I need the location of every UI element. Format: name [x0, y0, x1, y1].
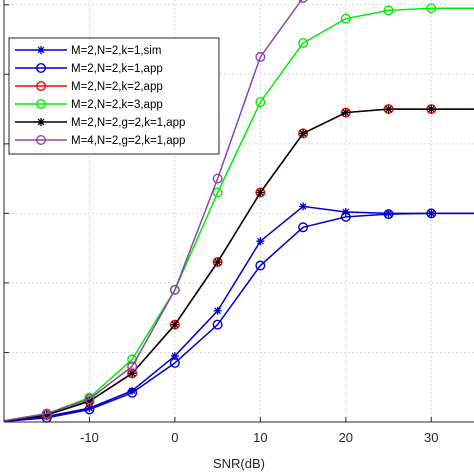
circle-marker	[426, 208, 437, 219]
circle-marker	[212, 257, 223, 268]
series-line	[3, 7, 474, 422]
circle-marker	[255, 97, 266, 108]
circle-marker	[127, 387, 138, 398]
star-marker	[170, 320, 179, 329]
series-group	[3, 105, 474, 422]
circle-marker	[255, 260, 266, 271]
circle-marker	[36, 98, 47, 109]
x-tick-labels: -10 0 10 20 30	[80, 430, 438, 445]
circle-marker	[36, 80, 47, 91]
series-line	[3, 108, 474, 422]
x-tick-label: 30	[424, 430, 438, 445]
series-group	[3, 208, 474, 423]
star-marker	[427, 105, 436, 114]
circle-marker	[340, 13, 351, 24]
legend-label: M=2,N=2,k=3,app	[71, 99, 163, 111]
star-marker	[299, 202, 308, 211]
series-line	[3, 212, 474, 423]
circle-marker	[127, 368, 138, 379]
x-tick-label: 0	[171, 430, 178, 445]
legend-entry: M=4,N=2,g=2,k=1,app	[15, 134, 185, 147]
series-line	[3, 0, 303, 422]
legend-entry: M=2,N=2,k=3,app	[15, 98, 163, 111]
x-axis-label: SNR(dB)	[213, 456, 265, 471]
circle-marker	[255, 51, 266, 62]
legend-label: M=2,N=2,g=2,k=1,app	[71, 117, 185, 129]
star-marker	[85, 404, 94, 413]
circle-marker	[298, 0, 308, 3]
legend-entry: M=2,N=2,k=1,app	[15, 63, 163, 75]
star-marker	[256, 237, 265, 246]
star-marker	[42, 411, 51, 420]
legend-label: M=4,N=2,g=2,k=1,app	[71, 135, 185, 147]
axes	[3, 0, 474, 423]
circle-marker	[127, 361, 138, 372]
circle-marker	[298, 128, 309, 139]
circle-marker	[340, 211, 351, 222]
circle-marker	[36, 134, 47, 145]
star-marker	[341, 108, 350, 117]
series-layer	[3, 0, 474, 423]
legend-entry: M=2,N=2,k=2,app	[15, 80, 163, 93]
star-marker	[128, 386, 137, 395]
legend-label: M=2,N=2,k=1,sim	[71, 45, 161, 57]
circle-marker	[426, 3, 437, 14]
circle-marker	[298, 38, 309, 49]
legend-label: M=2,N=2,k=2,app	[71, 81, 163, 93]
circle-marker	[36, 63, 47, 74]
legend-label: M=2,N=2,k=1,app	[71, 63, 163, 75]
star-marker	[170, 351, 179, 360]
circle-marker	[169, 284, 180, 295]
circle-marker	[212, 187, 223, 198]
circle-marker	[255, 187, 266, 198]
star-marker	[37, 118, 45, 126]
star-marker	[213, 306, 222, 315]
star-marker	[128, 369, 137, 378]
circle-marker	[212, 319, 223, 330]
circle-marker	[169, 319, 180, 330]
circle-marker	[383, 209, 394, 220]
circle-marker	[212, 173, 223, 184]
star-marker	[213, 258, 222, 267]
series-group	[3, 0, 308, 422]
legend-entry: M=2,N=2,k=1,sim	[15, 45, 161, 57]
legend-box	[8, 37, 220, 155]
circle-marker	[383, 5, 394, 16]
x-tick-label: 20	[339, 430, 353, 445]
star-marker	[299, 129, 308, 138]
star-marker	[384, 105, 393, 114]
circle-marker	[169, 357, 180, 368]
circle-marker	[84, 394, 95, 405]
circle-marker	[41, 408, 52, 419]
x-tick-label: 10	[253, 430, 267, 445]
x-tick-label: -10	[80, 430, 99, 445]
legend: M=2,N=2,k=1,sim M=2,N=2,k=1,app M=2,N=2,k=…	[8, 37, 220, 155]
star-marker	[256, 188, 265, 197]
circle-marker	[298, 222, 309, 233]
legend-entry: M=2,N=2,g=2,k=1,app	[15, 117, 185, 129]
star-marker	[85, 397, 94, 406]
star-marker	[37, 46, 45, 54]
